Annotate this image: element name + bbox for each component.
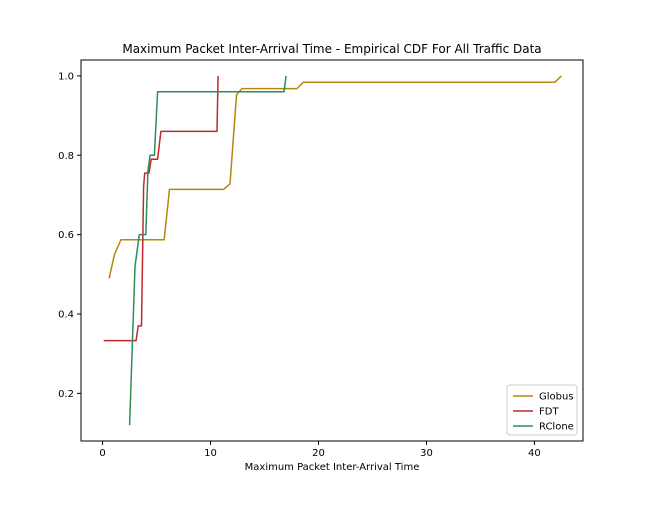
y-tick-label: 0.6	[58, 230, 74, 241]
chart-title: Maximum Packet Inter-Arrival Time - Empi…	[122, 42, 541, 56]
x-tick-label: 10	[204, 448, 217, 459]
series-layer	[103, 75, 562, 426]
legend-box	[506, 384, 578, 436]
legend-label-globus: Globus	[539, 392, 574, 403]
legend-label-fdt: FDT	[539, 407, 559, 418]
y-tick-label: 0.8	[58, 151, 74, 162]
x-tick-label: 0	[99, 448, 105, 459]
x-tick-label: 30	[420, 448, 433, 459]
x-axis-label: Maximum Packet Inter-Arrival Time	[245, 462, 420, 473]
series-line-fdt	[103, 75, 219, 342]
x-axis: 0 10 20 30 40	[99, 441, 541, 459]
y-axis: 0.2 0.4 0.6 0.8 1.0	[58, 71, 81, 400]
series-line-rclone	[128, 75, 287, 426]
legend-label-rclone: RClone	[539, 422, 574, 433]
series-line-globus	[108, 75, 562, 279]
x-tick-label: 20	[312, 448, 325, 459]
y-tick-label: 1.0	[58, 71, 74, 82]
y-tick-label: 0.4	[58, 310, 74, 321]
plot-frame	[80, 59, 584, 442]
x-tick-label: 40	[528, 448, 541, 459]
y-tick-label: 0.2	[58, 389, 74, 400]
legend: Globus FDT RClone	[506, 384, 578, 436]
